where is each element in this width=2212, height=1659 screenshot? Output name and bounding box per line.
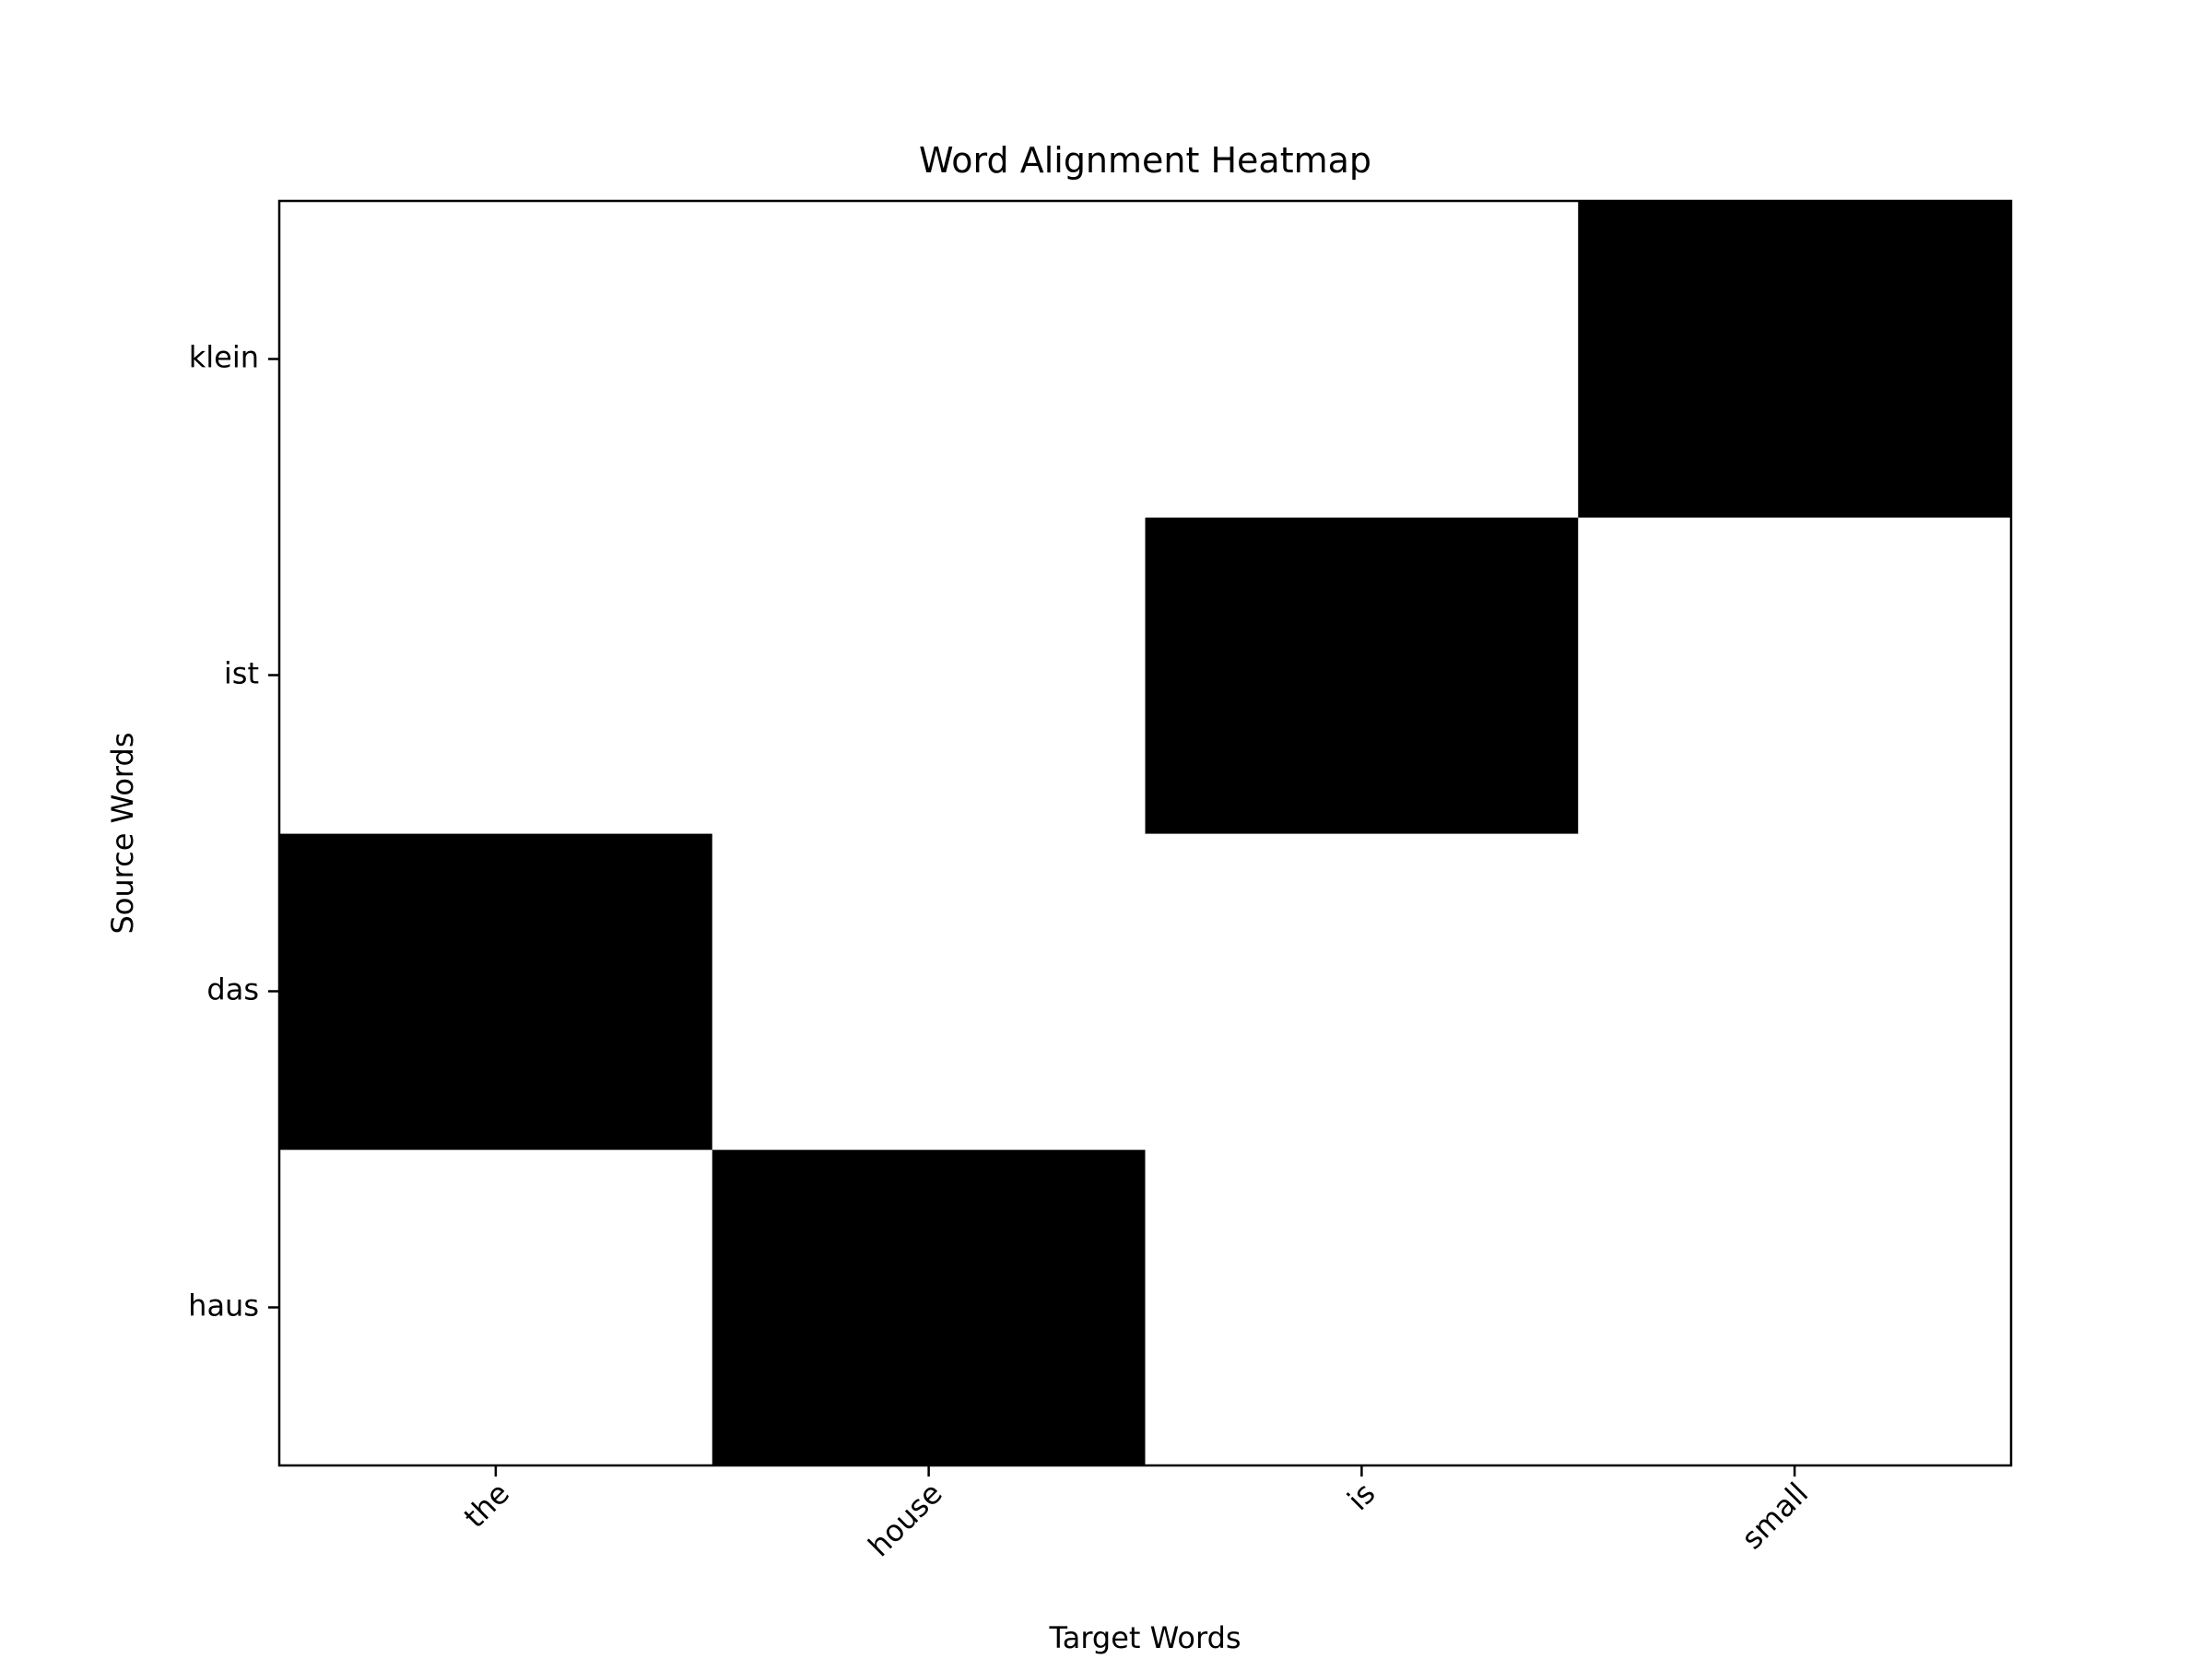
heatmap-cell [712, 1149, 1147, 1466]
heatmap-cell [1145, 833, 1579, 1150]
x-axis-label: Target Words [1048, 1620, 1241, 1655]
heatmap-cell [1578, 1149, 2012, 1466]
heatmap-cell [1578, 201, 2012, 518]
heatmap-cell [279, 517, 713, 834]
heatmap-cell [712, 517, 1147, 834]
heatmap-cell [1578, 833, 2012, 1150]
heatmap-cell [279, 201, 713, 518]
heatmap-cell [1145, 201, 1579, 518]
heatmap-cell [712, 201, 1147, 518]
heatmap-cell [279, 833, 713, 1150]
y-tick-label: das [206, 972, 259, 1007]
y-axis-label: Source Words [105, 733, 140, 935]
y-tick-label: ist [224, 656, 259, 691]
heatmap-cell [712, 833, 1147, 1150]
heatmap-cells [279, 201, 2012, 1466]
y-axis-ticks: haus das ist klein [188, 340, 279, 1324]
heatmap-cell [279, 1149, 713, 1466]
y-tick-label: haus [188, 1288, 259, 1324]
chart-title: Word Alignment Heatmap [919, 140, 1371, 181]
y-tick-label: klein [189, 340, 259, 375]
heatmap-cell [1578, 517, 2012, 834]
heatmap-cell [1145, 517, 1579, 834]
plot-frame [277, 199, 2013, 1467]
heatmap-cell [1145, 1149, 1579, 1466]
